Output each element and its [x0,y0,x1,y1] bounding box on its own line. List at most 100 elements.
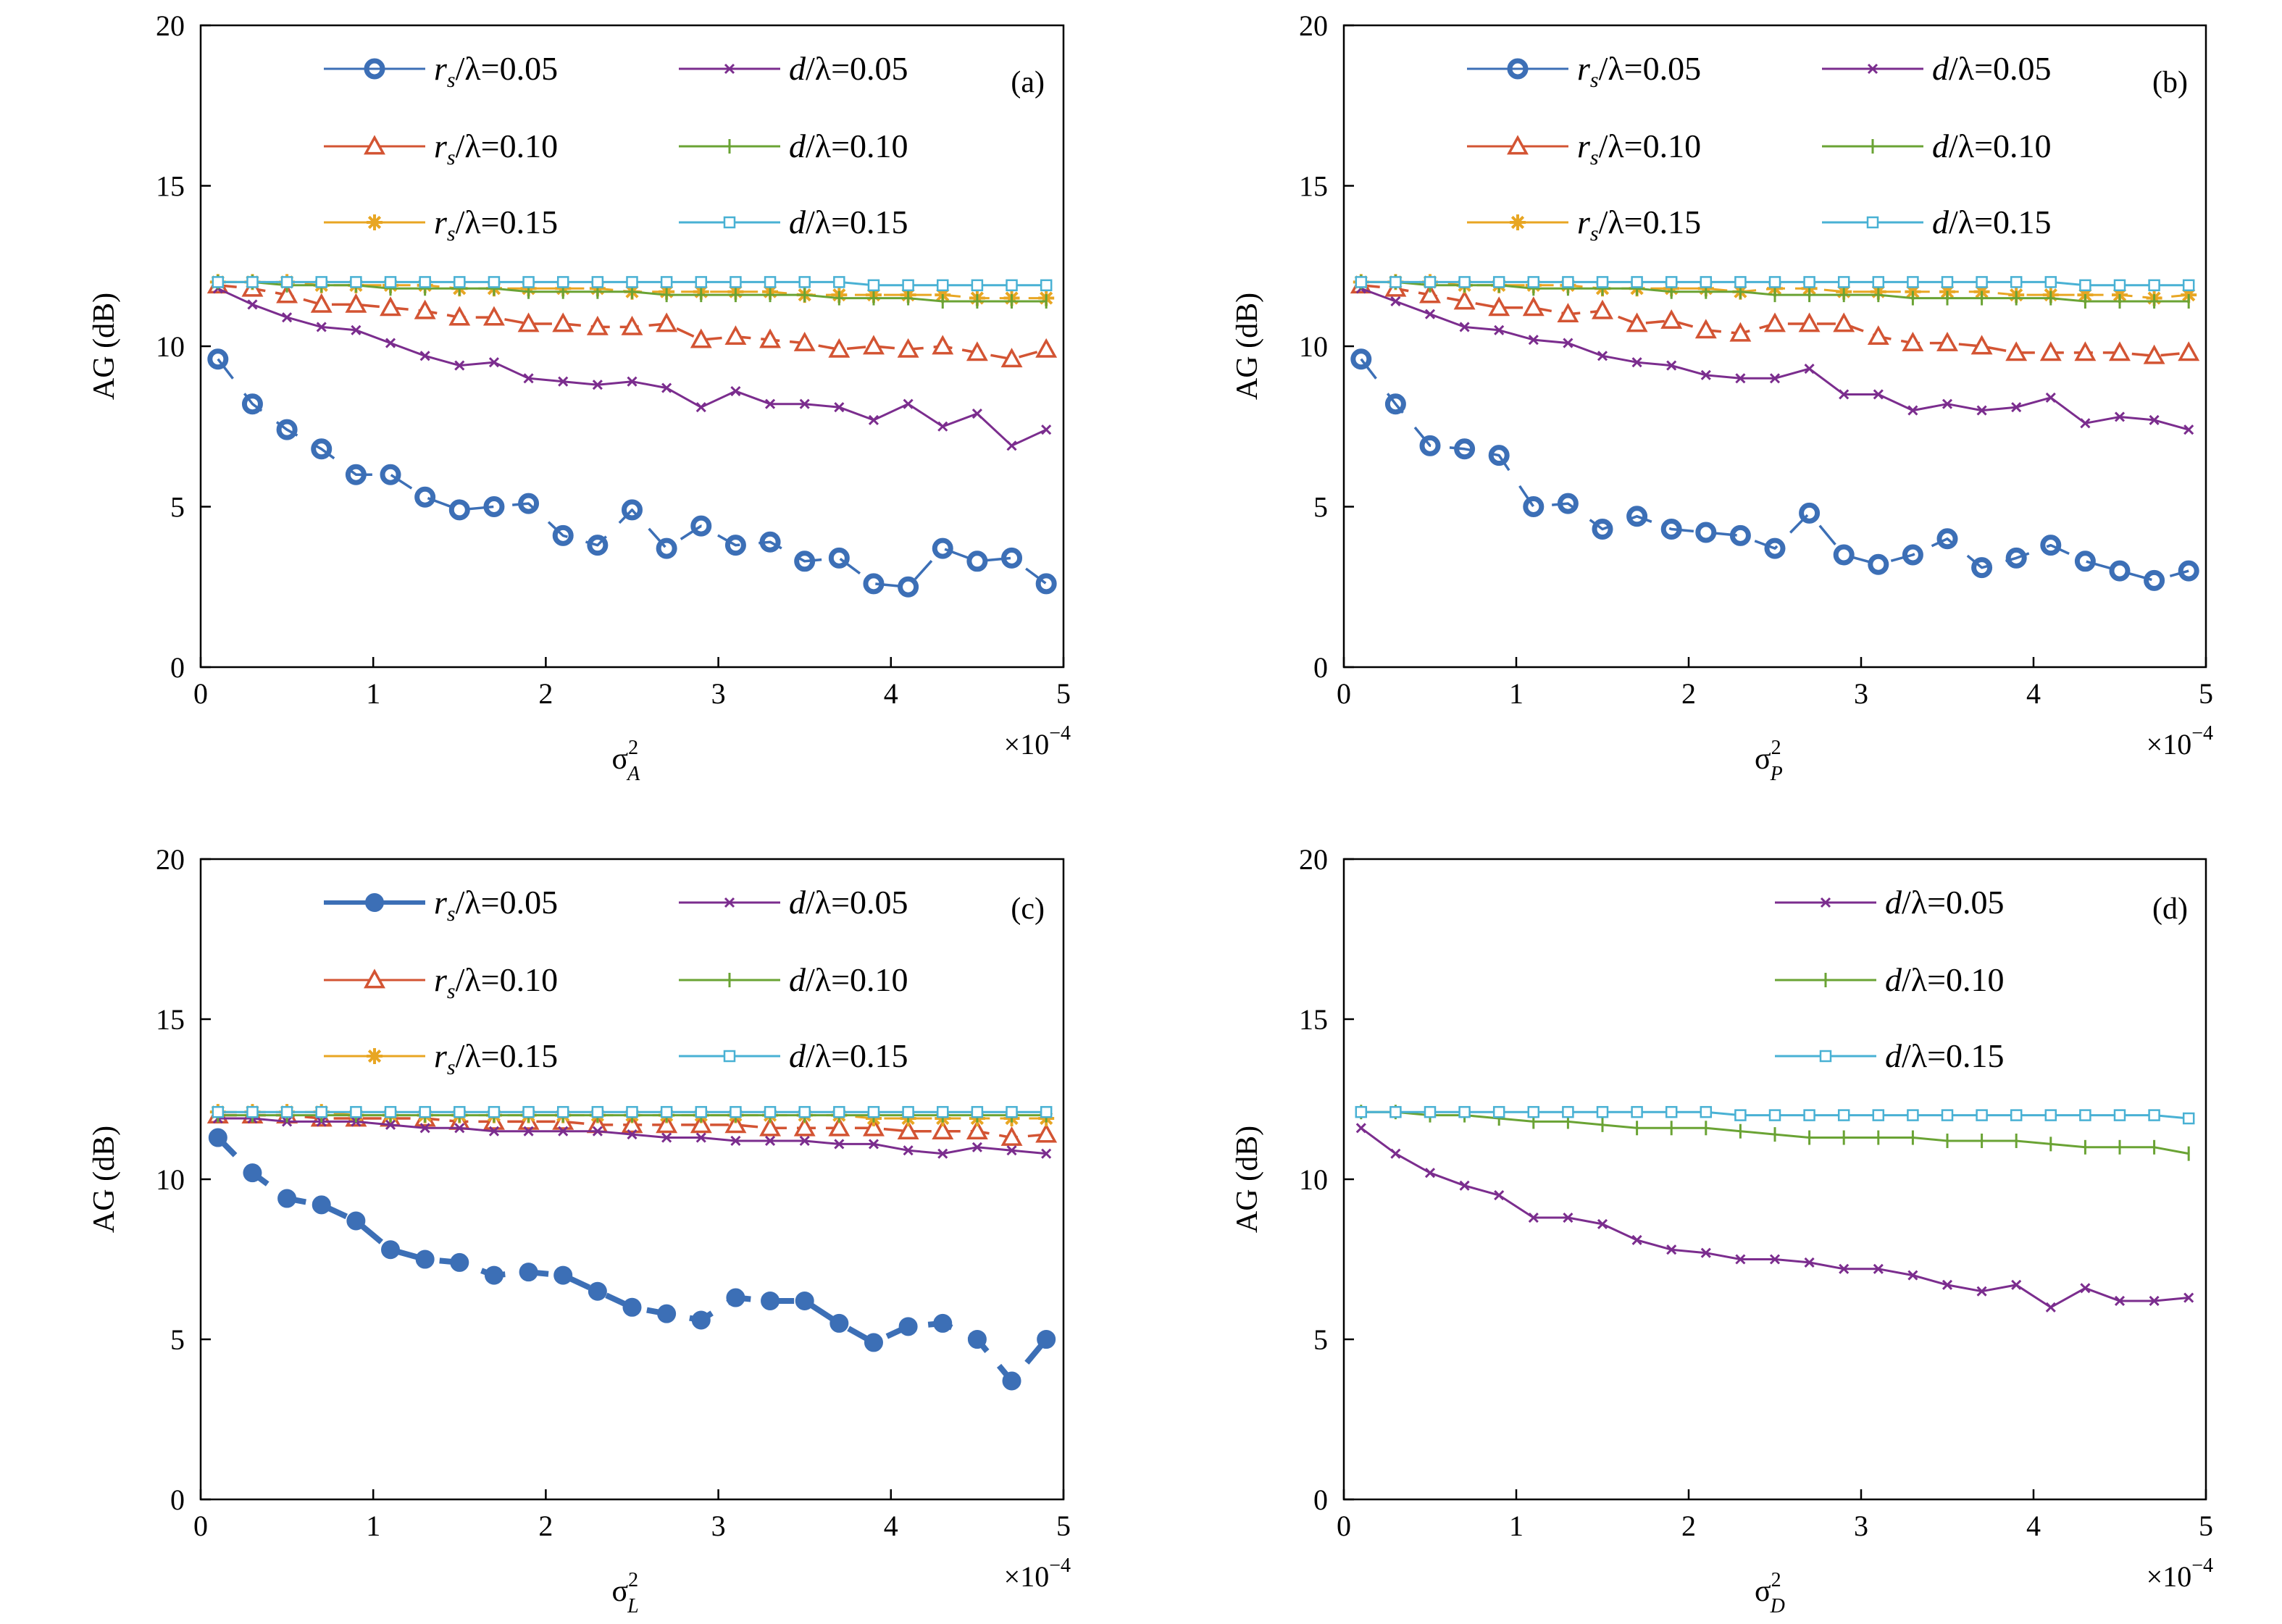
legend-marker [365,893,384,912]
data-point [1907,405,1918,416]
x-tick-label: 2 [538,677,553,710]
legend-item: rs/λ=0.15 [324,1037,558,1079]
x-tick-label: 3 [1854,677,1868,710]
data-point [1557,303,1579,323]
data-point [903,398,914,409]
data-point [448,499,470,521]
data-point [1660,309,1683,329]
data-point [1976,276,1988,288]
legend-label: rs/λ=0.15 [1577,204,1701,246]
data-point [1563,1212,1573,1223]
data-point [656,312,678,332]
data-point [448,306,471,326]
data-point [626,1105,638,1118]
data-point [523,373,534,384]
data-point [764,276,777,288]
data-point [1355,276,1368,288]
data-point [1001,547,1023,569]
data-point [1804,363,1815,374]
series-2 [1355,1105,2195,1125]
data-point [2143,344,2165,364]
x-tick-label: 0 [193,677,208,710]
data-point [1390,1148,1401,1159]
data-point [1494,1190,1505,1201]
data-point [310,293,333,313]
data-point [761,1291,780,1310]
legend-marker [367,1048,383,1064]
data-point [730,1105,742,1118]
data-point [1562,276,1574,288]
data-point [724,535,746,556]
data-point [346,1211,366,1231]
data-point [1557,493,1579,514]
legend-item: d/λ=0.10 [1775,961,2005,998]
data-point [1494,325,1505,335]
data-point [2109,341,2131,361]
data-point [587,535,609,556]
x-axis-multiplier: ×10−4 [1004,1554,1071,1593]
data-point [829,1313,849,1333]
data-point [2011,1279,2022,1290]
data-point [2045,1302,2056,1313]
data-point [867,1105,880,1118]
data-point [1729,524,1751,546]
data-point [724,325,747,346]
data-point [1424,276,1437,288]
series-3 [1355,283,2194,435]
data-point [454,1105,466,1118]
data-point [1040,1105,1053,1118]
data-point [2044,1109,2057,1121]
data-point [1631,276,1643,288]
y-tick-label: 10 [1299,330,1328,363]
data-point [1488,445,1510,466]
data-point [1833,544,1855,566]
data-point [898,1317,918,1336]
legend-item: d/λ=0.15 [679,1037,908,1074]
data-point [933,1313,953,1333]
data-point [656,1113,678,1134]
data-point [1936,331,1958,351]
data-point [622,499,643,521]
data-point [350,1105,362,1118]
x-tick-label: 5 [1056,677,1071,710]
data-point [1768,276,1781,288]
y-tick-label: 5 [1313,491,1328,524]
data-point [212,276,225,288]
data-point [1523,496,1545,517]
data-point [863,573,885,595]
data-point [661,382,672,393]
data-point [621,1113,643,1134]
data-point [246,276,259,288]
data-point [1764,312,1786,332]
data-point [1597,1218,1608,1229]
y-tick-label: 10 [156,1163,185,1196]
data-point [833,1105,845,1118]
y-tick-label: 20 [156,843,185,876]
legend-label: rs/λ=0.15 [434,204,558,246]
data-point [1769,373,1781,384]
data-point [695,276,708,288]
data-point [2148,279,2160,292]
data-point [1597,351,1608,361]
series-line [1361,287,2189,431]
series-5 [1355,276,2195,292]
panel-label: (d) [2152,892,2188,926]
data-point [903,1145,914,1156]
data-point [1522,296,1545,317]
legend-label: d/λ=0.15 [1932,204,2052,240]
data-point [2010,276,2023,288]
data-point [1907,276,1919,288]
data-point [1454,438,1476,460]
data-point [1942,1279,1953,1290]
y-tick-label: 15 [156,170,185,203]
data-point [522,1105,535,1118]
data-point [2010,1109,2023,1121]
data-point [1384,393,1406,415]
data-point [1035,573,1057,595]
legend-label: rs/λ=0.05 [1577,50,1701,92]
data-point [1700,1247,1711,1258]
y-tick-label: 5 [1313,1323,1328,1356]
data-point [1799,502,1821,524]
legend-label: rs/λ=0.10 [434,127,558,169]
chart-panel-b: 0 1 2 3 4 5 0 5 10 15 20 AG (dB) σ2 P ×10−4 (b) rs/λ=0.0… [1231,9,2213,785]
